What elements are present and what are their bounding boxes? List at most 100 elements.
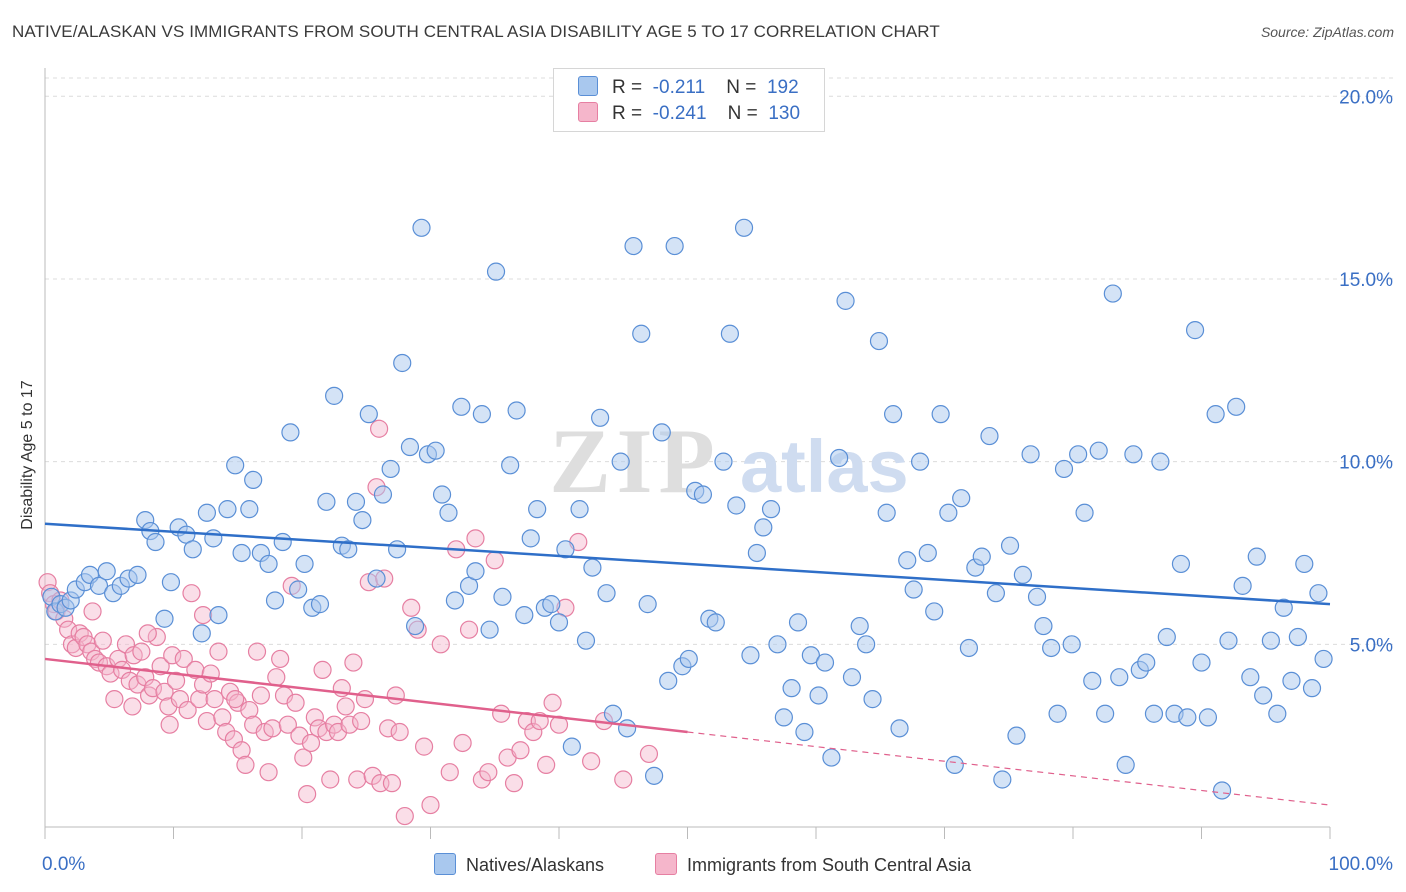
- immigrants-trend-extension: [687, 731, 1331, 806]
- immigrants-point: [459, 620, 479, 639]
- immigrants-point: [123, 697, 142, 716]
- y-tick-label: 15.0%: [1339, 270, 1393, 291]
- natives-point: [1042, 638, 1061, 658]
- natives-point: [603, 704, 623, 723]
- r-value: -0.211: [652, 77, 706, 98]
- immigrants-point: [251, 686, 270, 705]
- immigrants-point: [321, 770, 340, 789]
- immigrants-point: [382, 774, 402, 793]
- natives-point: [359, 405, 378, 424]
- immigrants-point: [209, 642, 228, 661]
- natives-point: [197, 503, 217, 522]
- natives-point: [1268, 704, 1287, 723]
- natives-point: [542, 595, 561, 614]
- natives-point: [782, 679, 801, 698]
- natives-point: [836, 291, 855, 310]
- natives-point: [480, 620, 499, 639]
- series-natives-points: [42, 218, 1333, 800]
- immigrants-point: [294, 748, 313, 767]
- chart-title: NATIVE/ALASKAN VS IMMIGRANTS FROM SOUTH …: [12, 22, 940, 41]
- natives-point: [1198, 708, 1218, 727]
- y-tick-label: 20.0%: [1339, 87, 1393, 108]
- legend-label-natives: Natives/Alaskans: [466, 855, 605, 875]
- natives-point: [1083, 671, 1102, 690]
- natives-point: [259, 554, 278, 574]
- natives-point: [1089, 441, 1108, 460]
- immigrants-point: [59, 620, 78, 639]
- immigrants-point: [286, 693, 305, 712]
- immigrants-point: [278, 715, 297, 734]
- immigrants-point: [472, 770, 491, 789]
- immigrants-point: [182, 584, 201, 603]
- natives-point: [624, 236, 643, 256]
- immigrants-point: [213, 708, 232, 727]
- natives-point: [1206, 405, 1225, 424]
- natives-point: [918, 543, 937, 563]
- natives-point: [1314, 649, 1333, 669]
- natives-point: [1282, 671, 1301, 690]
- natives-point: [1261, 631, 1280, 650]
- immigrants-point: [305, 708, 324, 727]
- immigrants-legend-swatch-icon: [655, 853, 677, 875]
- immigrants-point: [263, 719, 282, 738]
- stats-legend-row-immigrants: R = -0.241 N = 130: [578, 102, 800, 124]
- natives-point: [795, 722, 814, 742]
- immigrants-point: [138, 624, 157, 643]
- immigrants-point: [247, 642, 267, 661]
- immigrants-point: [217, 722, 236, 742]
- natives-point: [741, 646, 760, 665]
- natives-point: [706, 613, 725, 632]
- natives-point: [618, 719, 637, 738]
- immigrants-point: [440, 763, 459, 782]
- natives-point: [439, 503, 458, 522]
- natives-point: [597, 584, 616, 603]
- immigrants-point: [421, 795, 440, 815]
- natives-point: [679, 649, 698, 669]
- natives-point: [493, 587, 512, 606]
- natives-point: [842, 668, 862, 687]
- immigrants-point: [226, 690, 245, 709]
- immigrants-point: [479, 763, 498, 782]
- watermark: ZIP atlas: [549, 410, 908, 512]
- immigrants-point: [390, 722, 409, 742]
- immigrants-point: [336, 697, 355, 716]
- immigrants-point: [511, 741, 530, 760]
- natives-point: [562, 737, 581, 756]
- immigrants-point: [614, 770, 633, 789]
- n-label: N =: [727, 103, 758, 124]
- natives-point: [1007, 726, 1026, 745]
- immigrants-point: [128, 675, 147, 694]
- natives-point: [317, 492, 336, 511]
- natives-point: [986, 584, 1006, 603]
- natives-point: [1110, 668, 1129, 687]
- immigrants-point: [344, 653, 363, 672]
- natives-point: [445, 591, 465, 610]
- natives-point: [857, 635, 876, 654]
- natives-point: [591, 408, 610, 427]
- natives-point: [387, 540, 407, 559]
- natives-point: [815, 653, 835, 672]
- immigrants-point: [485, 551, 504, 570]
- immigrants-point: [83, 602, 102, 621]
- natives-point: [209, 605, 228, 625]
- immigrants-point: [537, 755, 556, 774]
- immigrants-point: [132, 642, 151, 661]
- stats-legend: R = -0.211 N = 192 R = -0.241 N = 130: [553, 68, 825, 132]
- natives-point: [1027, 587, 1047, 606]
- natives-point: [281, 423, 300, 442]
- natives-point: [1309, 584, 1328, 603]
- natives-point: [1219, 631, 1238, 650]
- y-tick-label: 10.0%: [1339, 453, 1393, 474]
- natives-point: [644, 766, 664, 785]
- immigrants-point: [160, 715, 179, 734]
- natives-point: [768, 635, 787, 654]
- natives-point: [218, 500, 237, 519]
- natives-point: [727, 496, 746, 515]
- immigrants-point: [466, 529, 485, 548]
- natives-point: [863, 690, 882, 709]
- natives-point: [665, 236, 684, 256]
- natives-point: [1048, 704, 1067, 723]
- natives-point: [993, 770, 1012, 789]
- natives-point: [714, 452, 733, 471]
